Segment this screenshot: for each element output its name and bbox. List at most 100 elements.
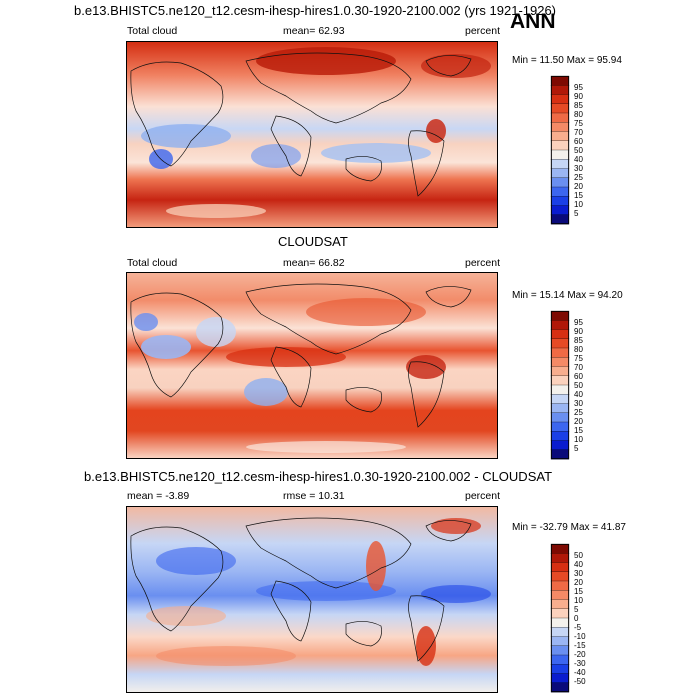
- obs-colorbar: [550, 310, 570, 460]
- colorbar-swatch: [550, 664, 570, 674]
- colorbar-tick-label: 75: [574, 119, 583, 128]
- colorbar-tick-label: 70: [574, 128, 583, 137]
- colorbar-swatch: [550, 608, 570, 619]
- colorbar-swatch: [550, 431, 570, 441]
- colorbar-tick-label: 90: [574, 327, 583, 336]
- colorbar-tick-label: 10: [574, 435, 583, 444]
- colorbar-swatch: [550, 168, 570, 179]
- colorbar-tick-label: 95: [574, 83, 583, 92]
- colorbar-tick-label: -30: [574, 659, 586, 668]
- colorbar-tick-label: 20: [574, 578, 583, 587]
- obs-variable-label: Total cloud: [127, 257, 178, 269]
- colorbar-tick-label: -50: [574, 677, 586, 686]
- colorbar-swatch: [550, 673, 570, 684]
- colorbar-tick-label: 50: [574, 381, 583, 390]
- colorbar-tick-label: 95: [574, 318, 583, 327]
- colorbar-tick-label: 70: [574, 363, 583, 372]
- colorbar-swatch: [550, 412, 570, 423]
- colorbar-swatch: [550, 149, 570, 160]
- colorbar-tick-label: 10: [574, 200, 583, 209]
- colorbar-tick-label: 0: [574, 614, 579, 623]
- page-title: b.e13.BHISTC5.ne120_t12.cesm-ihesp-hires…: [74, 3, 557, 18]
- colorbar-tick-label: 15: [574, 426, 583, 435]
- colorbar-tick-label: -10: [574, 632, 586, 641]
- colorbar-tick-label: 75: [574, 354, 583, 363]
- colorbar-swatch: [550, 196, 570, 206]
- colorbar-tick-label: 10: [574, 596, 583, 605]
- colorbar-tick-label: 15: [574, 191, 583, 200]
- colorbar-swatch: [550, 403, 570, 414]
- colorbar-tick-label: -15: [574, 641, 586, 650]
- colorbar-swatch: [550, 94, 570, 105]
- diff-panel-title: b.e13.BHISTC5.ne120_t12.cesm-ihesp-hires…: [84, 469, 553, 484]
- obs-minmax-label: Min = 15.14 Max = 94.20: [512, 290, 623, 301]
- colorbar-swatch: [550, 580, 570, 591]
- colorbar-swatch: [550, 159, 570, 169]
- colorbar-swatch: [550, 682, 570, 693]
- colorbar-swatch: [550, 310, 570, 321]
- colorbar-tick-label: 15: [574, 587, 583, 596]
- colorbar-tick-label: 25: [574, 173, 583, 182]
- colorbar-tick-label: 85: [574, 336, 583, 345]
- colorbar-tick-label: 5: [574, 444, 579, 453]
- colorbar-swatch: [550, 590, 570, 600]
- obs-panel-title: CLOUDSAT: [278, 234, 348, 249]
- colorbar-swatch: [550, 122, 570, 132]
- obs-mean-label: mean= 66.82: [283, 257, 345, 269]
- colorbar-tick-label: 60: [574, 137, 583, 146]
- colorbar-tick-label: -20: [574, 650, 586, 659]
- colorbar-swatch: [550, 131, 570, 142]
- colorbar-swatch: [550, 654, 570, 665]
- colorbar-swatch: [550, 338, 570, 349]
- colorbar-tick-label: 20: [574, 417, 583, 426]
- colorbar-tick-label: 5: [574, 605, 579, 614]
- colorbar-swatch: [550, 636, 570, 647]
- colorbar-tick-label: 80: [574, 110, 583, 119]
- colorbar-tick-label: 60: [574, 372, 583, 381]
- colorbar-swatch: [550, 177, 570, 188]
- diff-colorbar: [550, 543, 570, 693]
- colorbar-swatch: [550, 440, 570, 451]
- colorbar-swatch: [550, 112, 570, 123]
- colorbar-swatch: [550, 366, 570, 377]
- model-units-label: percent: [465, 25, 501, 37]
- colorbar-swatch: [550, 103, 570, 114]
- colorbar-swatch: [550, 329, 570, 340]
- colorbar-tick-label: -5: [574, 623, 582, 632]
- colorbar-swatch: [550, 347, 570, 358]
- obs-units-label: percent: [465, 257, 501, 269]
- colorbar-swatch: [550, 599, 570, 610]
- colorbar-tick-label: 40: [574, 390, 583, 399]
- colorbar-tick-label: 85: [574, 101, 583, 110]
- colorbar-swatch: [550, 562, 570, 573]
- colorbar-swatch: [550, 75, 570, 86]
- colorbar-swatch: [550, 320, 570, 330]
- colorbar-swatch: [550, 394, 570, 404]
- colorbar-tick-label: 20: [574, 182, 583, 191]
- colorbar-tick-label: 40: [574, 155, 583, 164]
- colorbar-tick-label: 50: [574, 551, 583, 560]
- diff-mean-label: mean = -3.89: [127, 490, 190, 502]
- colorbar-tick-label: 30: [574, 399, 583, 408]
- colorbar-tick-label: 30: [574, 164, 583, 173]
- colorbar-tick-label: 40: [574, 560, 583, 569]
- model-mean-label: mean= 62.93: [283, 25, 345, 37]
- diff-map: [126, 506, 498, 693]
- colorbar-swatch: [550, 571, 570, 582]
- diff-rmse-label: rmse = 10.31: [283, 490, 345, 502]
- model-minmax-label: Min = 11.50 Max = 95.94: [512, 55, 622, 66]
- model-variable-label: Total cloud: [127, 25, 178, 37]
- season-label: ANN: [510, 10, 556, 33]
- model-map: [126, 41, 498, 228]
- colorbar-swatch: [550, 205, 570, 216]
- colorbar-swatch: [550, 543, 570, 554]
- colorbar-swatch: [550, 375, 570, 386]
- colorbar-tick-label: 50: [574, 146, 583, 155]
- colorbar-swatch: [550, 553, 570, 563]
- colorbar-swatch: [550, 421, 570, 432]
- colorbar-tick-label: 80: [574, 345, 583, 354]
- colorbar-swatch: [550, 627, 570, 637]
- colorbar-swatch: [550, 85, 570, 95]
- colorbar-tick-label: 90: [574, 92, 583, 101]
- colorbar-tick-label: 25: [574, 408, 583, 417]
